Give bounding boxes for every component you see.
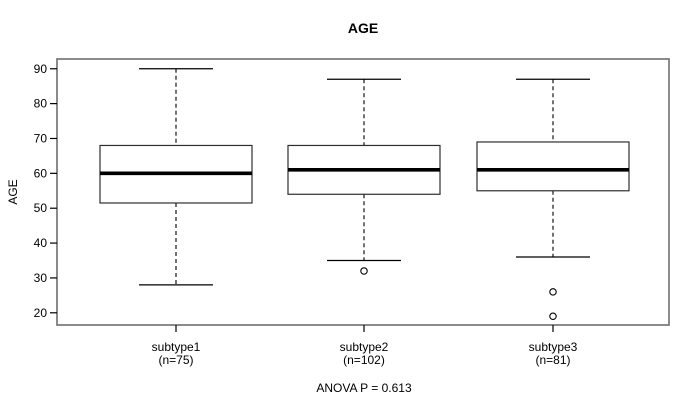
outlier-point — [360, 267, 368, 275]
plot-frame — [56, 58, 670, 326]
outlier-point — [549, 288, 557, 296]
y-tick-label: 20 — [34, 306, 48, 320]
y-tick-label: 60 — [34, 166, 48, 180]
category-label: subtype3 — [529, 340, 578, 354]
box-subtype3 — [476, 141, 630, 192]
anova-footnote: ANOVA P = 0.613 — [316, 381, 412, 395]
y-tick-label: 80 — [34, 97, 48, 111]
category-sublabel: (n=81) — [535, 353, 570, 367]
chart-title: AGE — [347, 20, 379, 36]
y-tick-label: 70 — [34, 131, 48, 145]
category-sublabel: (n=75) — [158, 353, 193, 367]
category-label: subtype1 — [152, 340, 201, 354]
outlier-point — [549, 312, 557, 321]
y-tick-label: 30 — [34, 271, 48, 285]
y-tick-label: 40 — [34, 236, 48, 250]
category-sublabel: (n=102) — [343, 353, 385, 367]
y-tick-label: 50 — [34, 201, 48, 215]
category-label: subtype2 — [340, 340, 389, 354]
y-tick-label: 90 — [34, 62, 48, 76]
